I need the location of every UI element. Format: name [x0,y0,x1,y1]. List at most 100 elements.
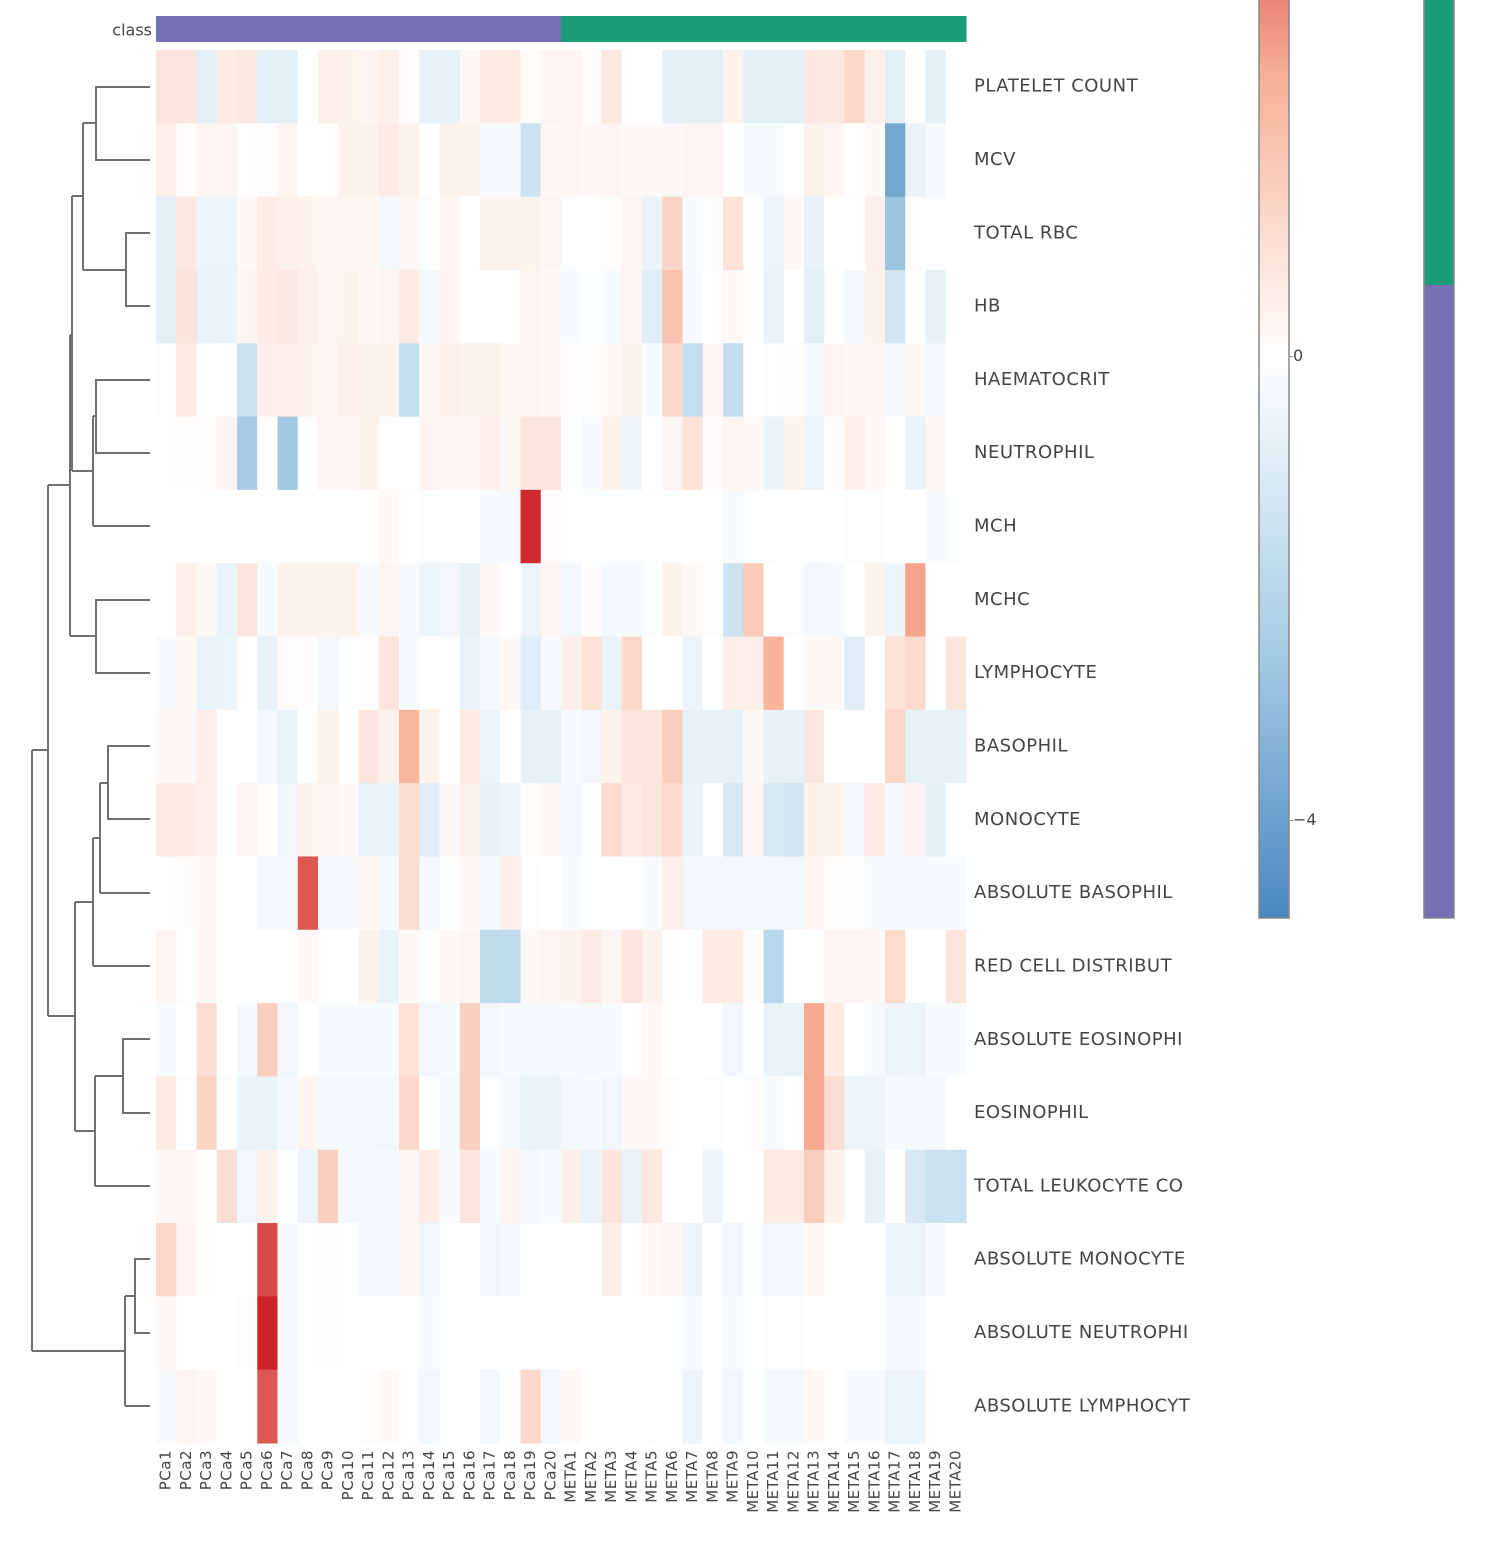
class-cell [439,16,461,42]
heatmap-cell [216,196,238,271]
heatmap-cell [844,123,866,198]
heatmap-cell [621,123,643,198]
heatmap-cell [459,50,481,124]
heatmap-cell [399,783,420,857]
heatmap-cell [480,1369,501,1444]
heatmap-cell [216,50,238,124]
heatmap-cell [783,709,805,784]
heatmap-cell [864,1223,886,1297]
heatmap-cell [824,1003,845,1077]
heatmap-cell [338,856,359,931]
dendrogram-branch [70,196,150,527]
heatmap-cell [905,416,926,491]
heatmap-cell [601,856,623,931]
heatmap-cell [277,1076,299,1151]
column-label: META15 [845,1450,863,1513]
heatmap-cell [196,196,218,271]
heatmap-cell [358,1223,380,1297]
heatmap-cell [783,563,805,638]
heatmap-cell [763,1003,785,1077]
heatmap-cell [196,709,218,784]
heatmap-cell [338,416,359,491]
heatmap-cell [459,856,481,931]
heatmap-cell [358,563,380,638]
heatmap-cell [216,1223,238,1297]
heatmap-cell [621,1223,643,1297]
heatmap-cell [176,1149,197,1224]
heatmap-cell [621,269,643,344]
heatmap-cell [216,1149,238,1224]
heatmap-cell [237,1003,258,1077]
heatmap-cell [561,783,582,857]
heatmap-cell [540,636,562,711]
heatmap-cell [399,636,420,711]
heatmap-cell [257,1369,278,1444]
heatmap-cell [743,416,764,491]
heatmap-cell [824,563,845,638]
column-label: META6 [663,1450,681,1503]
class-cell [156,16,177,42]
heatmap-cell [480,1149,501,1224]
heatmap-cell [500,1076,521,1151]
row-label: ABSOLUTE MONOCYTE [974,1249,1186,1270]
heatmap-cell [378,489,400,564]
heatmap-cell [925,636,947,711]
heatmap-cell [824,1296,845,1371]
heatmap-cell [297,123,319,198]
heatmap-cell [500,343,521,418]
heatmap-cell [156,269,177,344]
heatmap-cell [378,269,400,344]
heatmap-cell [905,50,926,124]
heatmap-cell [945,416,967,491]
heatmap-cell [682,269,704,344]
heatmap-cell [925,50,947,124]
heatmap-cell [621,1003,643,1077]
heatmap-cell [176,709,197,784]
heatmap-cell [945,636,967,711]
column-label: PCa4 [217,1450,235,1490]
heatmap-cell [176,1223,197,1297]
heatmap-cell [540,856,562,931]
heatmap-cell [783,1296,805,1371]
heatmap-cell [500,709,521,784]
heatmap-cell [520,123,542,198]
heatmap-cell [642,196,663,271]
heatmap-cell [419,929,440,1004]
heatmap-cell [216,123,238,198]
heatmap-cell [601,269,623,344]
heatmap-cell [581,416,602,491]
column-label: META10 [744,1450,762,1513]
heatmap-cell [358,1296,380,1371]
heatmap-cell [702,636,724,711]
heatmap-cell [905,929,926,1004]
class-cell [216,16,238,42]
heatmap-cell [621,343,643,418]
heatmap-cell [905,1076,926,1151]
heatmap-cell [459,343,481,418]
heatmap-cell [419,123,440,198]
heatmap-cell [520,269,542,344]
heatmap-cell [540,343,562,418]
heatmap-cell [257,1003,278,1077]
heatmap-cell [156,1369,177,1444]
heatmap-cell [156,1076,177,1151]
heatmap-cell [804,1076,825,1151]
heatmap-cell [500,636,521,711]
heatmap-cell [277,783,299,857]
heatmap-cell [885,856,906,931]
heatmap-cell [804,709,825,784]
heatmap-cell [358,856,380,931]
heatmap-cell [682,1076,704,1151]
heatmap-cell [905,343,926,418]
heatmap-cell [864,196,886,271]
heatmap-cell [419,50,440,124]
heatmap-cell [277,269,299,344]
heatmap-cell [561,196,582,271]
heatmap-cell [399,856,420,931]
heatmap-cell [682,1296,704,1371]
heatmap-cell [601,50,623,124]
heatmap-cell [540,1076,562,1151]
heatmap-cell [378,196,400,271]
heatmap-cell [783,50,805,124]
